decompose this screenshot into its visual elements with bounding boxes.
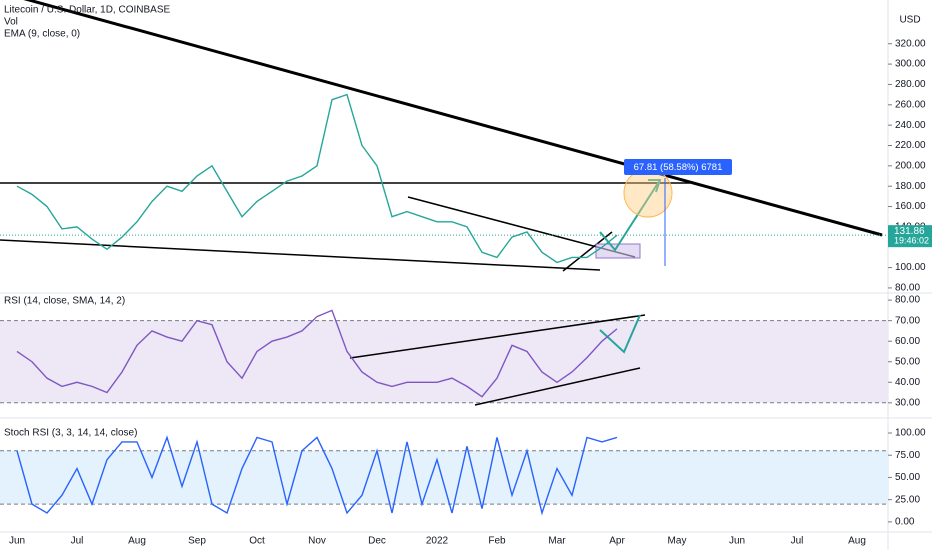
arrow-head: [648, 179, 662, 193]
band: [0, 450, 888, 505]
x-tick-label: Feb: [488, 536, 506, 547]
y-tick-label: 50.00: [895, 472, 920, 483]
trend-line: [23, 0, 883, 237]
y-tick-label: 75.00: [895, 450, 920, 461]
y-tick-label: 50.00: [895, 356, 920, 367]
legend-stoch: Stoch RSI (3, 3, 14, 14, close): [4, 428, 137, 439]
x-tick-label: Jun: [9, 536, 25, 547]
trend-line: [349, 314, 646, 359]
y-tick-label: 100.00: [895, 428, 926, 439]
band: [0, 320, 888, 403]
projection-arrow: [599, 179, 661, 252]
currency: USD: [899, 15, 920, 26]
x-tick-label: Mar: [548, 536, 566, 547]
y-tick-label: 220.00: [895, 140, 926, 151]
legend-rsi: RSI (14, close, SMA, 14, 2): [4, 296, 125, 307]
x-tick-label: May: [668, 536, 687, 547]
legend-ema: EMA (9, close, 0): [4, 29, 80, 40]
x-tick-label: Aug: [128, 536, 146, 547]
x-tick-label: Jun: [729, 536, 745, 547]
y-tick-label: 70.00: [895, 315, 920, 326]
x-tick-label: Nov: [308, 536, 326, 547]
x-tick-label: Jul: [791, 536, 804, 547]
legend-title: Litecoin / U.S. Dollar, 1D, COINBASE: [4, 5, 171, 16]
y-tick-label: 300.00: [895, 59, 926, 70]
x-tick-label: 2022: [426, 536, 449, 547]
y-tick-label: 80.00: [895, 295, 920, 306]
last-price-label: 131.86: [894, 226, 925, 237]
x-tick-label: Jul: [71, 536, 84, 547]
last-price-box: [888, 225, 932, 248]
trend-line: [562, 231, 613, 272]
y-tick-label: 40.00: [895, 377, 920, 388]
y-tick-label: 320.00: [895, 38, 926, 49]
y-tick-label: 280.00: [895, 79, 926, 90]
y-tick-label: 240.00: [895, 120, 926, 131]
x-tick-label: Sep: [188, 536, 206, 547]
y-tick-label: 200.00: [895, 160, 926, 171]
y-tick-label: 0.00: [895, 517, 915, 528]
drawings: 67.81 (58.58%) 6781: [0, 0, 883, 406]
projection-arrow: [599, 314, 641, 354]
trend-line: [474, 367, 641, 406]
series-line: [16, 309, 618, 398]
y-tick-label: 25.00: [895, 494, 920, 505]
measure-label: 67.81 (58.58%) 6781: [634, 162, 723, 173]
x-tick-label: Dec: [368, 536, 386, 547]
legend-vol: Vol: [4, 17, 18, 28]
y-tick-label: 100.00: [895, 262, 926, 273]
measure-box: [624, 159, 732, 175]
x-tick-label: Apr: [609, 536, 625, 547]
y-tick-label: 260.00: [895, 99, 926, 110]
y-tick-label: 160.00: [895, 201, 926, 212]
y-tick-label: 80.00: [895, 283, 920, 294]
y-tick-label: 30.00: [895, 397, 920, 408]
series-line: [16, 435, 618, 516]
x-tick-label: Oct: [249, 536, 265, 547]
y-tick-label: 60.00: [895, 336, 920, 347]
countdown: 19:46:02: [894, 236, 929, 246]
x-tick-label: Aug: [848, 536, 866, 547]
y-tick-label: 180.00: [895, 181, 926, 192]
